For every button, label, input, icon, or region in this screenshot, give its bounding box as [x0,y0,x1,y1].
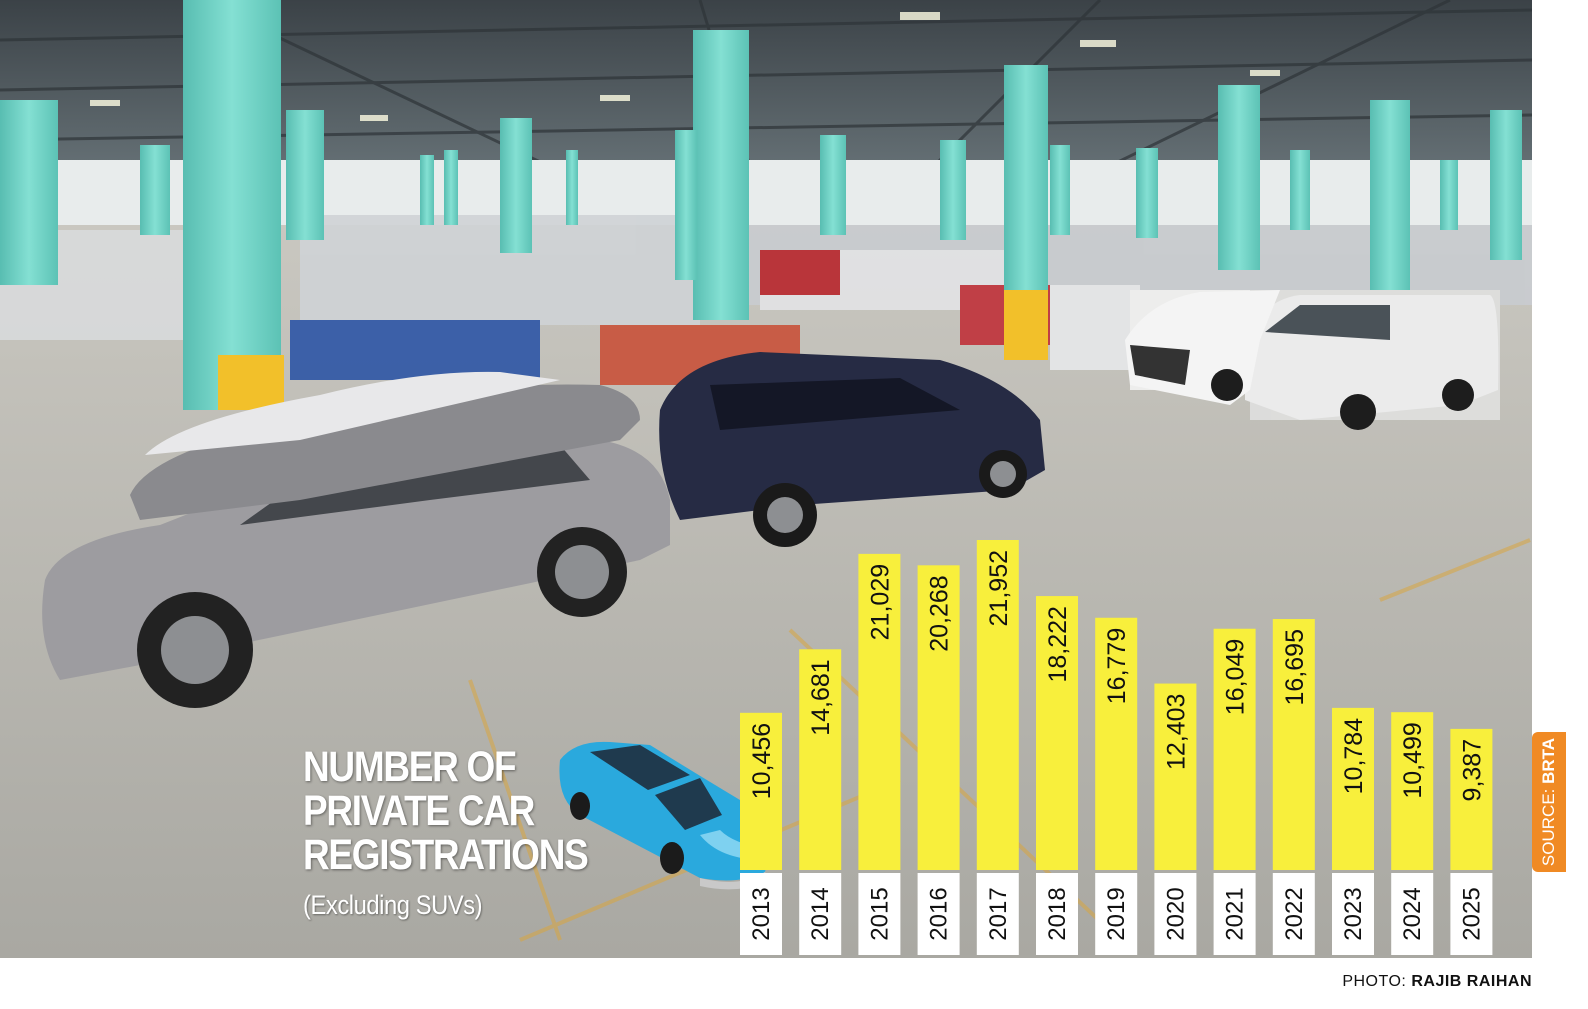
source-prefix: SOURCE: [1539,783,1558,867]
bar-group-2021: 16,049 2021 [1213,628,1256,955]
x-tick-label-2015: 2015 [866,887,893,940]
title-line-3: REGISTRATIONS [303,831,589,879]
bar-value-label-2016: 20,268 [926,575,954,651]
x-tick-label-2014: 2014 [807,887,834,940]
bar-group-2018: 18,222 2018 [1036,596,1078,955]
x-tick-label-2024: 2024 [1399,887,1426,940]
x-tick-label-2018: 2018 [1044,887,1071,940]
bar-group-2014: 14,681 2014 [799,649,842,955]
bar-value-label-2014: 14,681 [807,659,835,735]
bar-value-label-2022: 16,695 [1281,629,1309,705]
bar-value-label-2013: 10,456 [748,723,776,799]
title-line-1: NUMBER OF [303,743,517,791]
bar-value-label-2018: 18,222 [1044,606,1072,682]
bar-2023 [1332,707,1374,870]
parking-lot-photo: 10,456 2013 14,681 2014 21,029 2015 20,268 2016… [0,0,1532,958]
bar-value-label-2020: 12,403 [1162,694,1190,770]
credit-name: RAJIB RAIHAN [1411,973,1532,990]
year-box-2014 [799,873,842,955]
year-box-2023 [1332,873,1374,955]
photo-illustration [0,0,1532,958]
bar-group-2013: 10,456 2013 [740,712,782,955]
bar-value-label-2021: 16,049 [1222,639,1250,715]
bar-group-2025: 9,387 2025 [1450,728,1493,955]
x-tick-label-2019: 2019 [1103,887,1130,940]
year-box-2019 [1095,873,1138,955]
bar-group-2017: 21,952 2017 [976,540,1019,955]
bar-group-2016: 20,268 2016 [917,565,960,955]
x-tick-label-2013: 2013 [748,887,775,940]
year-box-2018 [1036,873,1078,955]
bar-2013 [740,712,782,870]
bar-2018 [1036,596,1078,870]
x-tick-label-2022: 2022 [1281,887,1308,940]
year-box-2017 [976,873,1019,955]
bar-2020 [1154,683,1197,870]
source-name: BRTA [1539,737,1558,784]
x-tick-label-2023: 2023 [1340,887,1367,940]
bar-value-label-2024: 10,499 [1399,722,1427,798]
year-box-2015 [858,873,901,955]
chart-title: NUMBER OF PRIVATE CAR REGISTRATIONS [303,745,595,877]
x-tick-label-2025: 2025 [1458,887,1485,940]
bar-group-2023: 10,784 2023 [1332,707,1374,955]
car-icon [559,741,770,890]
bar-group-2020: 12,403 2020 [1154,683,1197,955]
bar-2017 [976,540,1019,870]
title-line-2: PRIVATE CAR [303,787,535,835]
year-box-2020 [1154,873,1197,955]
bar-group-2015: 21,029 2015 [858,553,901,955]
source-label: SOURCE: BRTA [1539,738,1559,866]
bar-value-label-2025: 9,387 [1458,739,1486,802]
year-box-2022 [1272,873,1315,955]
year-box-2024 [1391,873,1434,955]
bar-value-label-2015: 21,029 [866,564,894,640]
bar-2016 [917,565,960,870]
bar-2021 [1213,628,1256,870]
bar-2019 [1095,617,1138,870]
bar-chart: 10,456 2013 14,681 2014 21,029 2015 20,268 2016… [740,540,1493,955]
x-tick-label-2020: 2020 [1162,887,1189,940]
bar-value-label-2023: 10,784 [1340,718,1368,795]
year-box-2021 [1213,873,1256,955]
bar-2015 [858,553,901,870]
bar-group-2024: 10,499 2024 [1391,712,1434,955]
credit-prefix: PHOTO: [1342,973,1412,990]
year-box-2025 [1450,873,1493,955]
source-tab [1532,732,1566,872]
year-box-2013 [740,873,782,955]
bar-group-2019: 16,779 2019 [1095,617,1138,955]
bar-value-label-2019: 16,779 [1103,628,1131,704]
bar-value-label-2017: 21,952 [985,550,1013,626]
bar-group-2022: 16,695 2022 [1272,619,1315,955]
x-tick-label-2017: 2017 [985,887,1012,940]
bar-2025 [1450,728,1493,870]
chart-subtitle: (Excluding SUVs) [303,890,483,920]
bar-2024 [1391,712,1434,870]
x-tick-label-2016: 2016 [926,887,953,940]
bar-2014 [799,649,842,870]
x-tick-label-2021: 2021 [1222,887,1249,940]
photo-credit: PHOTO: RAJIB RAIHAN [1342,973,1532,991]
year-box-2016 [917,873,960,955]
bar-2022 [1272,619,1315,870]
